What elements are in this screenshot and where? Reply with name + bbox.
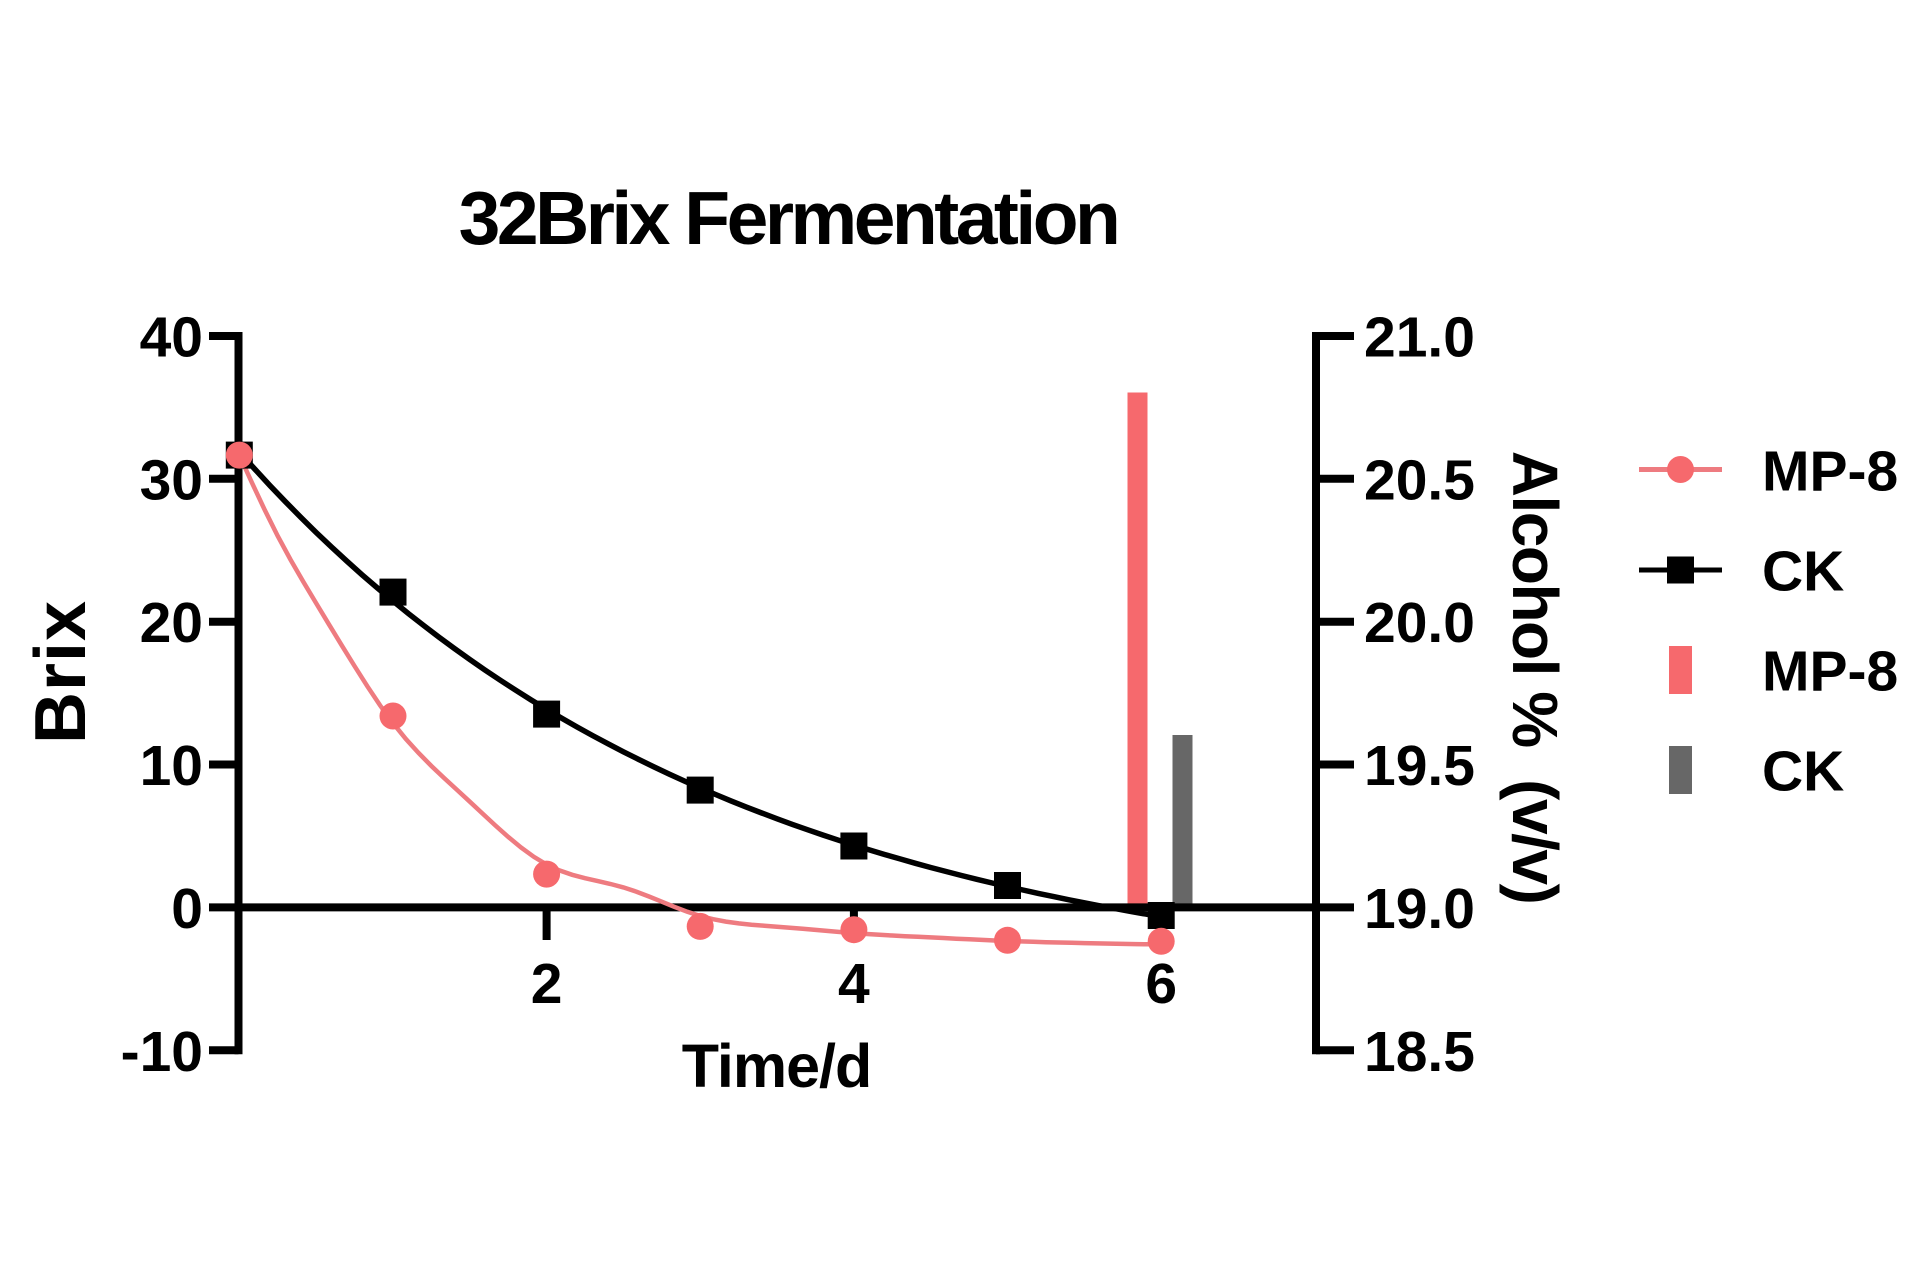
svg-text:19.0: 19.0 — [1364, 877, 1475, 941]
svg-text:20: 20 — [140, 591, 203, 655]
svg-text:6: 6 — [1145, 952, 1177, 1016]
svg-text:32Brix Fermentation: 32Brix Fermentation — [459, 176, 1118, 260]
svg-text:0: 0 — [171, 877, 203, 941]
svg-text:MP-8: MP-8 — [1762, 440, 1898, 504]
svg-text:MP-8: MP-8 — [1762, 640, 1898, 704]
svg-text:Time/d: Time/d — [682, 1032, 871, 1100]
svg-text:-10: -10 — [121, 1020, 203, 1084]
svg-text:10: 10 — [140, 734, 203, 798]
svg-text:21.0: 21.0 — [1364, 306, 1475, 370]
svg-text:18.5: 18.5 — [1364, 1020, 1475, 1084]
svg-text:19.5: 19.5 — [1364, 734, 1475, 798]
svg-text:CK: CK — [1762, 540, 1844, 604]
svg-text:20.0: 20.0 — [1364, 591, 1475, 655]
svg-text:30: 30 — [140, 448, 203, 512]
svg-text:CK: CK — [1762, 740, 1844, 804]
svg-text:Alcohol % (v/v): Alcohol % (v/v) — [1499, 451, 1571, 904]
svg-text:40: 40 — [140, 306, 203, 370]
svg-text:2: 2 — [531, 952, 563, 1016]
svg-text:Brix: Brix — [21, 600, 101, 744]
svg-text:4: 4 — [838, 952, 870, 1016]
svg-text:20.5: 20.5 — [1364, 448, 1475, 512]
